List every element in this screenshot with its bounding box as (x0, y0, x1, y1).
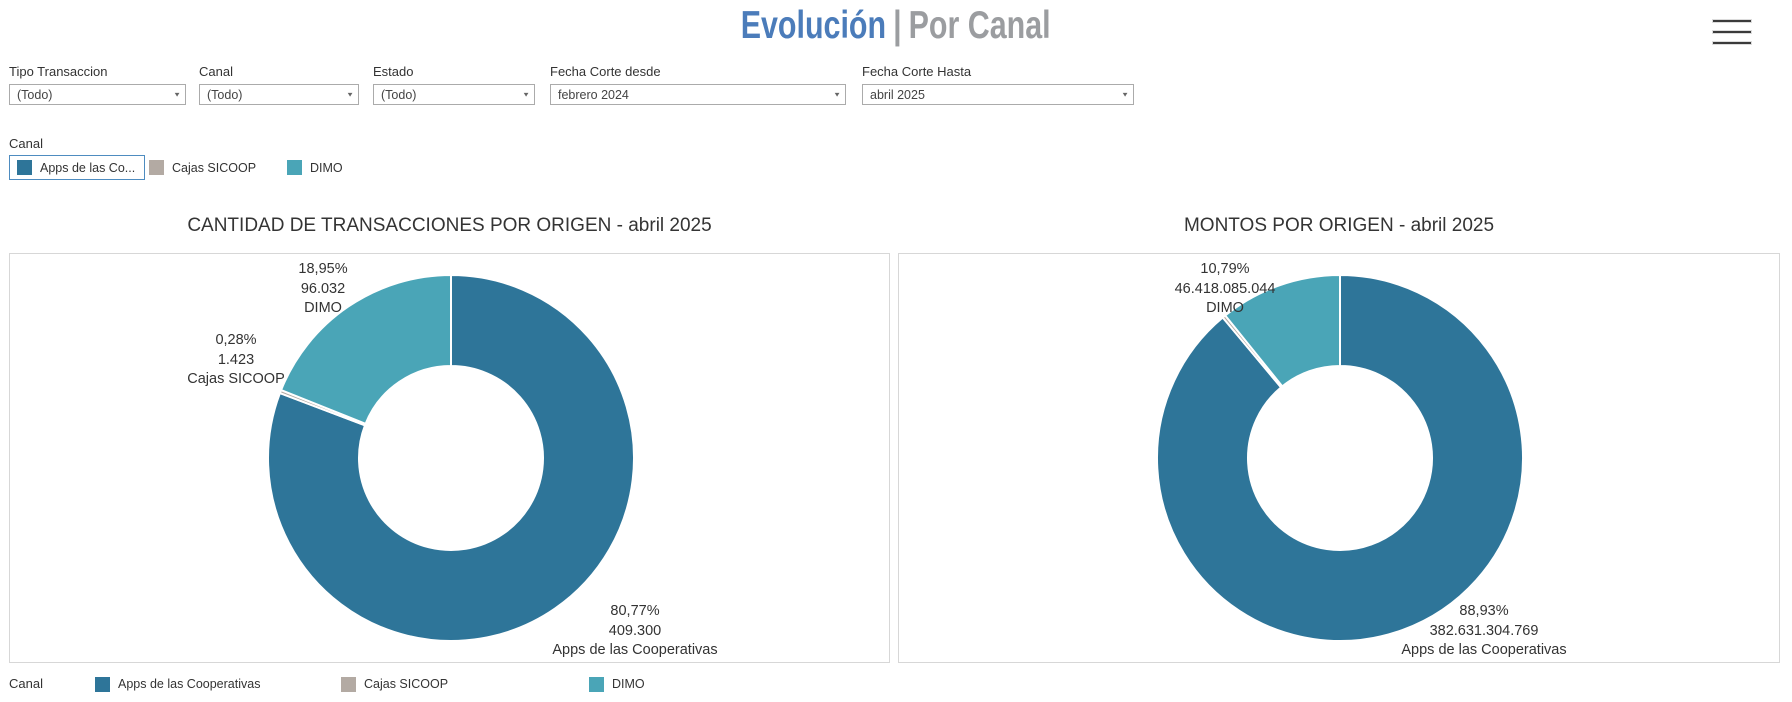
chevron-down-icon: ▼ (522, 90, 530, 99)
canal-legend-item-dimo[interactable]: DIMO (287, 155, 343, 180)
slice-label-dimo: 10,79% 46.418.085.044 DIMO (1174, 261, 1276, 316)
dropdown-canal[interactable]: (Todo) ▼ (199, 84, 359, 105)
legend-swatch-apps (95, 676, 110, 692)
chevron-down-icon: ▼ (346, 90, 354, 99)
page-title-primary: Evolución (741, 4, 887, 47)
slice-label-dimo: 18,95% 96.032 DIMO (298, 261, 348, 316)
bottom-legend-item-apps[interactable]: Apps de las Cooperativas (95, 674, 260, 694)
page-title-separator: | (893, 4, 902, 47)
canal-legend-item-apps[interactable]: Apps de las Co... (9, 155, 145, 180)
donut-chart-montos (1156, 273, 1524, 642)
filter-fecha-corte-desde: Fecha Corte desde febrero 2024 ▼ (550, 64, 846, 105)
slice-label-apps: 80,77% 409.300 Apps de las Cooperativas (552, 603, 718, 658)
chart-title-montos: MONTOS POR ORIGEN - abril 2025 (1183, 215, 1495, 236)
dropdown-fecha-corte-desde[interactable]: febrero 2024 ▼ (550, 84, 846, 105)
dropdown-value: febrero 2024 (558, 87, 629, 102)
donut-slice-dimo[interactable] (279, 273, 452, 426)
slice-label-cajas-sicoop: 0,28% 1.423 Cajas SICOOP (187, 332, 285, 387)
filter-label-fecha-corte-hasta: Fecha Corte Hasta (862, 64, 972, 79)
filter-tipo-transaccion: Tipo Transaccion (Todo) ▼ (9, 64, 186, 105)
chart-panel-cantidad: 18,95% 96.032 DIMO 0,28% 1.423 Cajas SIC… (9, 253, 890, 663)
canal-filter-title: Canal (9, 136, 43, 151)
hamburger-menu-icon[interactable] (1712, 19, 1752, 52)
chevron-down-icon: ▼ (1121, 90, 1129, 99)
filter-fecha-corte-hasta: Fecha Corte Hasta abril 2025 ▼ (862, 64, 1134, 105)
chart-title-cantidad: CANTIDAD DE TRANSACCIONES POR ORIGEN - a… (187, 215, 712, 236)
hamburger-bar (1712, 30, 1752, 34)
hamburger-bar (1712, 19, 1752, 23)
canal-legend-item-cajas-sicoop[interactable]: Cajas SICOOP (149, 155, 256, 180)
bottom-legend-label: DIMO (612, 677, 645, 691)
dropdown-value: (Todo) (381, 87, 417, 102)
chart-panel-montos: 10,79% 46.418.085.044 DIMO 88,93% 382.63… (898, 253, 1780, 663)
filter-label-estado: Estado (373, 64, 414, 79)
filter-estado: Estado (Todo) ▼ (373, 64, 535, 105)
bottom-legend-label: Apps de las Cooperativas (118, 677, 261, 691)
legend-swatch-apps (17, 160, 32, 175)
legend-swatch-cajas-sicoop (149, 160, 164, 175)
dropdown-value: (Todo) (17, 87, 53, 102)
donut-chart-cantidad (267, 273, 635, 642)
donut-slice-apps-de-las-cooperativas[interactable] (1156, 273, 1524, 642)
donut-slice-apps-de-las-cooperativas[interactable] (267, 273, 635, 642)
bottom-legend-title: Canal (9, 676, 43, 691)
slice-label-apps: 88,93% 382.631.304.769 Apps de las Coope… (1401, 603, 1567, 658)
dropdown-fecha-corte-hasta[interactable]: abril 2025 ▼ (862, 84, 1134, 105)
donut-slice-dimo[interactable] (1223, 273, 1341, 388)
legend-swatch-dimo (589, 676, 604, 692)
chevron-down-icon: ▼ (833, 90, 841, 99)
dropdown-tipo-transaccion[interactable]: (Todo) ▼ (9, 84, 186, 105)
bottom-legend-item-dimo[interactable]: DIMO (589, 674, 645, 694)
bottom-legend-item-cajas-sicoop[interactable]: Cajas SICOOP (341, 674, 448, 694)
canal-legend-label: Apps de las Co... (40, 160, 136, 175)
bottom-legend-label: Cajas SICOOP (364, 677, 449, 691)
filter-canal: Canal (Todo) ▼ (199, 64, 359, 105)
legend-swatch-cajas-sicoop (341, 676, 356, 692)
filter-label-tipo-transaccion: Tipo Transaccion (9, 64, 108, 79)
dropdown-estado[interactable]: (Todo) ▼ (373, 84, 535, 105)
filter-label-canal: Canal (199, 64, 233, 79)
page-title-secondary: Por Canal (908, 4, 1051, 47)
dropdown-value: (Todo) (207, 87, 243, 102)
page-title: Evolución | Por Canal (0, 4, 1792, 48)
chevron-down-icon: ▼ (173, 90, 181, 99)
filter-label-fecha-corte-desde: Fecha Corte desde (550, 64, 661, 79)
dropdown-value: abril 2025 (870, 87, 925, 102)
hamburger-bar (1712, 41, 1752, 45)
canal-legend-label: DIMO (310, 160, 343, 175)
canal-legend-label: Cajas SICOOP (172, 160, 257, 175)
legend-swatch-dimo (287, 160, 302, 175)
